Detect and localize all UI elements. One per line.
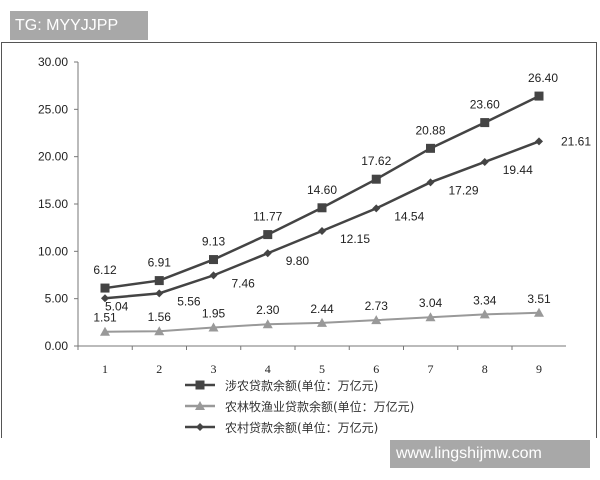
data-label: 21.61 (561, 134, 591, 148)
data-label: 17.29 (449, 183, 479, 197)
data-point (100, 326, 110, 336)
data-point (154, 326, 165, 336)
data-label: 1.95 (202, 307, 226, 321)
x-tick-label: 9 (536, 362, 542, 376)
data-point (535, 137, 543, 146)
x-tick-label: 5 (319, 362, 325, 376)
series-line-3 (104, 140, 540, 300)
y-tick-label: 15.00 (38, 197, 68, 211)
y-tick-label: 20.00 (38, 150, 68, 164)
data-point (101, 294, 109, 303)
data-point (426, 178, 435, 187)
data-point (426, 143, 435, 153)
x-tick-label: 1 (102, 362, 108, 376)
y-tick-label: 25.00 (38, 102, 68, 116)
data-label: 26.40 (528, 71, 558, 85)
data-point (263, 249, 272, 258)
data-label: 17.62 (361, 154, 391, 168)
x-tick-label: 2 (156, 362, 162, 376)
data-label: 3.51 (527, 292, 551, 306)
legend-marker (195, 401, 205, 410)
data-label: 7.46 (232, 276, 256, 290)
data-label: 9.13 (202, 235, 226, 249)
legend-marker (196, 423, 204, 431)
x-tick-label: 6 (373, 362, 379, 376)
data-point (209, 255, 218, 265)
data-label: 5.04 (105, 299, 129, 313)
data-point (262, 319, 273, 329)
data-point (534, 307, 544, 317)
data-label: 1.51 (93, 311, 117, 325)
data-label: 6.12 (93, 263, 117, 277)
y-tick-label: 30.00 (38, 55, 68, 69)
data-label: 14.60 (307, 183, 337, 197)
x-tick-label: 7 (428, 362, 434, 376)
data-point (209, 271, 218, 280)
legend-label: 农林牧渔业贷款余额(单位：万亿元) (225, 400, 415, 414)
data-label: 2.44 (310, 302, 334, 316)
data-point (372, 204, 381, 213)
legend-item-2: 农林牧渔业贷款余额(单位：万亿元) (185, 398, 414, 415)
data-label: 5.56 (177, 294, 201, 308)
data-point (317, 203, 327, 213)
data-label: 3.34 (473, 293, 497, 307)
data-point (208, 322, 219, 332)
y-tick-label: 5.00 (45, 292, 69, 306)
data-label: 23.60 (470, 98, 500, 112)
data-label: 14.54 (394, 209, 424, 223)
data-point (534, 91, 544, 101)
data-point (154, 276, 164, 286)
x-tick-label: 4 (265, 362, 271, 376)
data-label: 2.30 (256, 303, 280, 317)
data-point (318, 226, 326, 235)
data-label: 3.04 (419, 296, 443, 310)
data-label: 12.15 (340, 232, 370, 246)
watermark-bottom: www.lingshijmw.com (390, 440, 590, 468)
chart-frame (1, 42, 597, 438)
data-point (480, 157, 489, 166)
data-label: 9.80 (286, 254, 310, 268)
data-point (371, 174, 381, 184)
y-tick-label: 0.00 (45, 339, 69, 353)
data-label: 6.91 (148, 256, 172, 270)
data-point (155, 289, 164, 298)
x-tick-label: 8 (482, 362, 488, 376)
data-label: 11.77 (253, 210, 282, 224)
data-point (317, 317, 327, 327)
data-point (100, 283, 110, 293)
data-label: 20.88 (415, 123, 445, 137)
data-label: 2.73 (365, 299, 389, 313)
data-point (425, 312, 436, 322)
data-point (480, 118, 490, 128)
data-point (263, 230, 273, 240)
y-tick-label: 10.00 (38, 244, 68, 258)
data-label: 1.56 (148, 310, 172, 324)
legend-label: 涉农贷款余额(单位：万亿元) (225, 379, 379, 393)
x-tick-label: 3 (211, 362, 217, 376)
legend-marker (195, 380, 205, 390)
watermark-top: TG: MYYJJPP (10, 11, 148, 40)
data-label: 19.44 (503, 163, 533, 177)
legend-item-3: 农村贷款余额(单位：万亿元) (185, 419, 378, 436)
data-point (479, 309, 490, 319)
legend-label: 农村贷款余额(单位：万亿元) (225, 421, 379, 435)
legend-item-1: 涉农贷款余额(单位：万亿元) (185, 377, 378, 394)
data-point (371, 315, 382, 325)
